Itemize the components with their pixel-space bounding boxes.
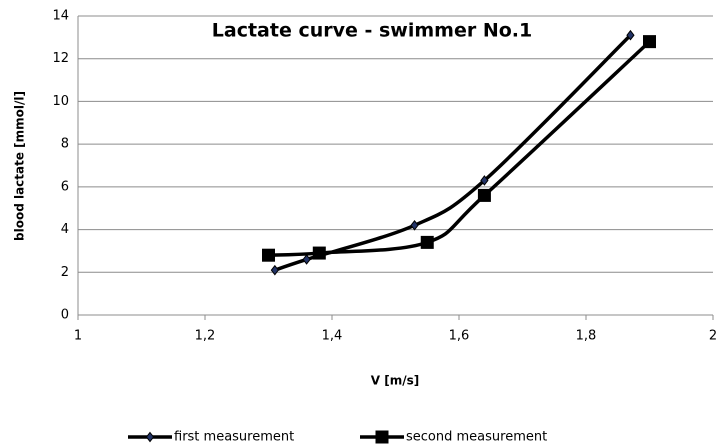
y-tick-label: 12 [52,51,69,66]
marker [420,235,434,249]
y-tick-label: 6 [61,179,69,194]
marker [302,254,311,265]
x-tick-label: 1,4 [322,329,343,344]
x-tick-label: 1,2 [195,329,216,344]
legend-marker [375,430,389,444]
legend-marker [145,431,155,443]
x-axis-label: V [m/s] [371,374,419,388]
y-tick-label: 14 [52,9,69,24]
y-tick-label: 10 [52,94,69,109]
x-tick-label: 1 [74,329,82,344]
x-tick-label: 1,8 [576,329,597,344]
marker [643,35,656,49]
marker [270,264,279,276]
marker [262,248,275,262]
legend-label: second measurement [406,430,547,445]
marker [480,175,489,186]
y-tick-label: 4 [61,222,69,237]
x-tick-label: 1,6 [449,329,470,344]
line [274,33,632,272]
chart-title: Lactate curve - swimmer No.1 [212,20,532,42]
marker [312,246,326,260]
marker [477,188,491,202]
x-tick-label: 2 [709,329,717,344]
legend-label: first measurement [174,430,294,445]
y-axis-label: blood lactate [mmol/l] [13,91,27,241]
y-tick-label: 0 [61,308,69,323]
marker [626,29,635,41]
y-tick-label: 2 [61,265,69,280]
y-tick-label: 8 [61,137,69,152]
marker [410,219,419,231]
